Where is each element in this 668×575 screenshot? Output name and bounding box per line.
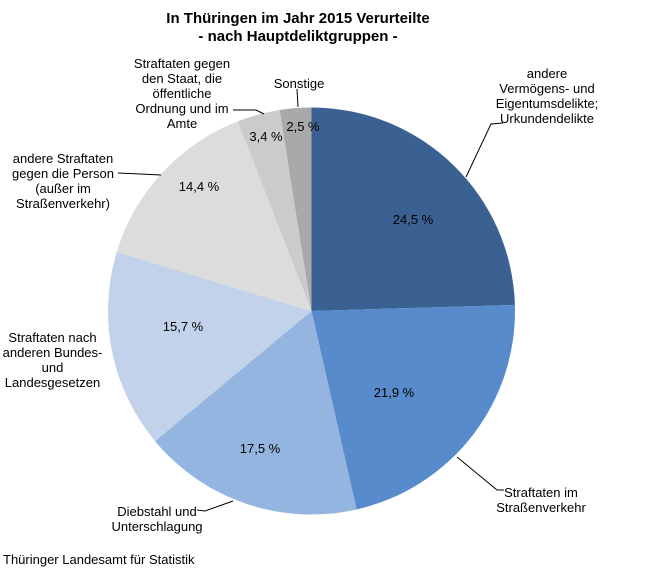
slice-label-person: andere Straftaten gegen die Person (auße… xyxy=(12,151,114,211)
pie-slice-6 xyxy=(279,107,312,311)
pie-slice-5 xyxy=(237,110,312,311)
leader-line-person xyxy=(117,172,162,176)
slice-label-strassenverkehr: Straftaten im Straßenverkehr xyxy=(496,485,586,515)
chart-title-line2: - nach Hauptdeliktgruppen - xyxy=(198,28,398,45)
slice-value-bundesgesetze: 15,7 % xyxy=(162,319,204,334)
slice-label-bundesgesetze: Straftaten nach anderen Bundes- und Land… xyxy=(2,330,103,390)
pie-slice-4 xyxy=(116,121,312,311)
slice-value-sonstige: 2,5 % xyxy=(286,119,320,134)
slice-value-strassenverkehr: 21,9 % xyxy=(373,385,415,400)
slice-value-diebstahl: 17,5 % xyxy=(239,441,281,456)
leader-line-diebstahl xyxy=(196,500,234,512)
slice-value-vermoegensdelikte: 24,5 % xyxy=(392,212,434,227)
leader-lines xyxy=(117,88,504,512)
leader-line-strassenverkehr xyxy=(456,456,504,491)
pie-slices xyxy=(107,107,516,515)
pie-slice-3 xyxy=(107,252,312,442)
leader-line-vermoegensdelikte xyxy=(465,122,504,178)
chart-title: In Thüringen im Jahr 2015 Verurteilte - … xyxy=(0,10,596,46)
slice-label-vermoegensdelikte: andere Vermögens- und Eigentumsdelikte; … xyxy=(495,66,599,126)
slice-value-person: 14,4 % xyxy=(178,179,220,194)
slice-label-sonstige: Sonstige xyxy=(273,76,325,91)
slice-label-diebstahl: Diebstahl und Unterschlagung xyxy=(111,504,203,534)
source-note: Thüringer Landesamt für Statistik xyxy=(3,552,195,567)
chart-title-line1: In Thüringen im Jahr 2015 Verurteilte xyxy=(166,10,430,27)
slice-value-staat: 3,4 % xyxy=(249,129,283,144)
leader-line-staat xyxy=(233,109,265,115)
pie-slice-2 xyxy=(154,311,357,515)
slice-label-staat: Straftaten gegen den Staat, die öffentli… xyxy=(133,56,231,131)
leader-line-sonstige xyxy=(296,88,299,108)
pie-slice-0 xyxy=(311,107,515,311)
pie-slice-1 xyxy=(311,304,516,510)
